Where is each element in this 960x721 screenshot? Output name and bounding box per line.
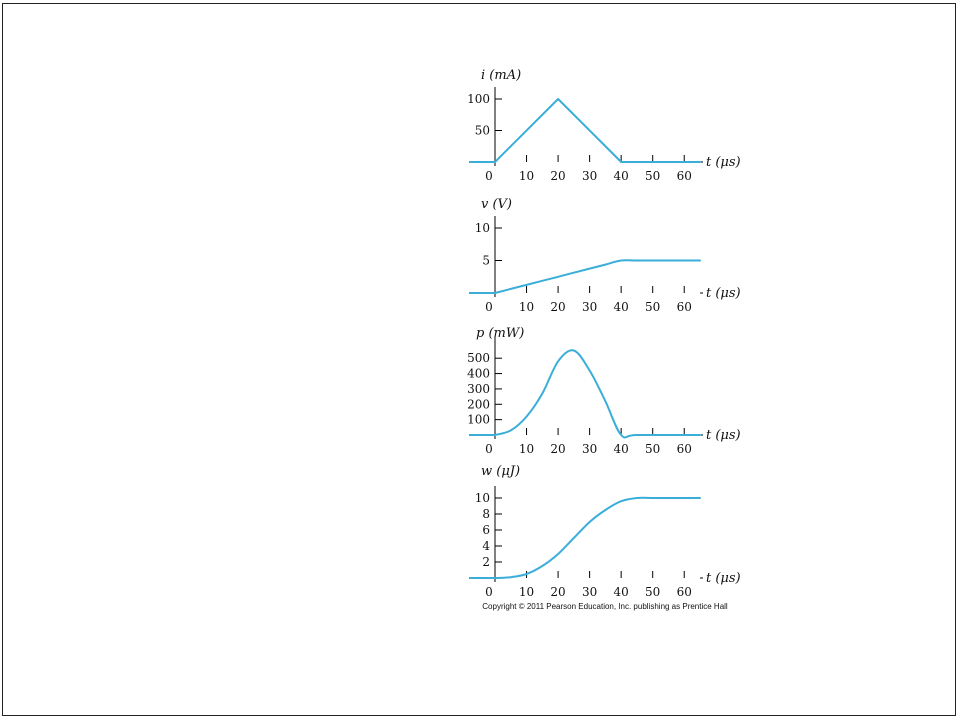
- chart-3-y-tick-label: 500: [467, 351, 490, 365]
- chart-1-x-tick-label: 50: [645, 169, 660, 183]
- chart-3-y-tick-label: 200: [467, 397, 490, 411]
- chart-3-x-tick-label: 20: [550, 442, 565, 456]
- chart-3-x-tick-label: 10: [519, 442, 534, 456]
- chart-3-y-tick-label: 400: [467, 367, 490, 381]
- chart-2-x-tick-label: 40: [614, 300, 629, 314]
- chart-4-x-label: t (μs): [706, 571, 741, 586]
- chart-3-y-tick-label: 100: [467, 413, 490, 427]
- chart-3-x-tick-label: 40: [614, 442, 629, 456]
- chart-4-series-line: [494, 496, 701, 579]
- chart-4-x-tick-label: 0: [485, 585, 493, 599]
- chart-2-y-label: v (V): [481, 197, 512, 212]
- chart-2-x-tick-label: 50: [645, 300, 660, 314]
- chart-4-x-tick-label: 60: [677, 585, 692, 599]
- chart-1-x-tick-label: 30: [582, 169, 597, 183]
- chart-2-y-tick-label: 10: [475, 221, 490, 235]
- slide-frame: i (mA) t (μs) 50 100 0 10 20 30 40 50 60 v (V) t (μs…: [2, 3, 956, 716]
- chart-3-x-tick-label: 0: [485, 442, 493, 456]
- chart-4-y-tick-label: 2: [482, 555, 490, 569]
- chart-1-x-label: t (μs): [706, 155, 741, 170]
- chart-2-x-tick-label: 10: [519, 300, 534, 314]
- chart-2-x-tick-label: 20: [550, 300, 565, 314]
- chart-4-y-tick-label: 6: [482, 523, 490, 537]
- chart-1-x-tick-label: 10: [519, 169, 534, 183]
- chart-1-y-label: i (mA): [481, 68, 521, 83]
- chart-1-y-tick-label: 50: [475, 124, 490, 138]
- chart-4-y-tick-label: 8: [482, 507, 490, 521]
- chart-3-x-tick-label: 30: [582, 442, 597, 456]
- chart-4-y-label: w (μJ): [481, 464, 520, 479]
- chart-1-x-tick-label: 20: [550, 169, 565, 183]
- chart-4-x-tick-label: 50: [645, 585, 660, 599]
- chart-2-x-tick-label: 30: [582, 300, 597, 314]
- chart-4-x-tick-label: 20: [550, 585, 565, 599]
- chart-4-x-tick-label: 10: [519, 585, 534, 599]
- chart-1-x-tick-label: 0: [485, 169, 493, 183]
- chart-4-x-tick-label: 30: [582, 585, 597, 599]
- chart-1-x-tick-label: 60: [677, 169, 692, 183]
- chart-3-y-label: p (mW): [476, 326, 524, 341]
- chart-2-x-label: t (μs): [706, 286, 741, 301]
- chart-4-y-tick-label: 4: [482, 539, 490, 553]
- chart-1-y-tick-label: 100: [467, 92, 490, 106]
- chart-2-x-tick-label: 0: [485, 300, 493, 314]
- chart-1-series-line: [494, 98, 701, 163]
- chart-4-y-tick-label: 10: [475, 491, 490, 505]
- chart-1-x-tick-label: 40: [614, 169, 629, 183]
- chart-3-x-tick-label: 50: [645, 442, 660, 456]
- chart-3-x-label: t (μs): [706, 428, 741, 443]
- chart-3-x-tick-label: 60: [677, 442, 692, 456]
- copyright-notice: Copyright © 2011 Pearson Education, Inc.…: [482, 602, 728, 611]
- chart-2-series-line: [494, 259, 701, 294]
- chart-3-y-tick-label: 300: [467, 382, 490, 396]
- chart-2-x-tick-label: 60: [677, 300, 692, 314]
- chart-3-series-line: [494, 349, 701, 439]
- chart-4-x-tick-label: 40: [614, 585, 629, 599]
- chart-2-y-tick-label: 5: [482, 254, 490, 268]
